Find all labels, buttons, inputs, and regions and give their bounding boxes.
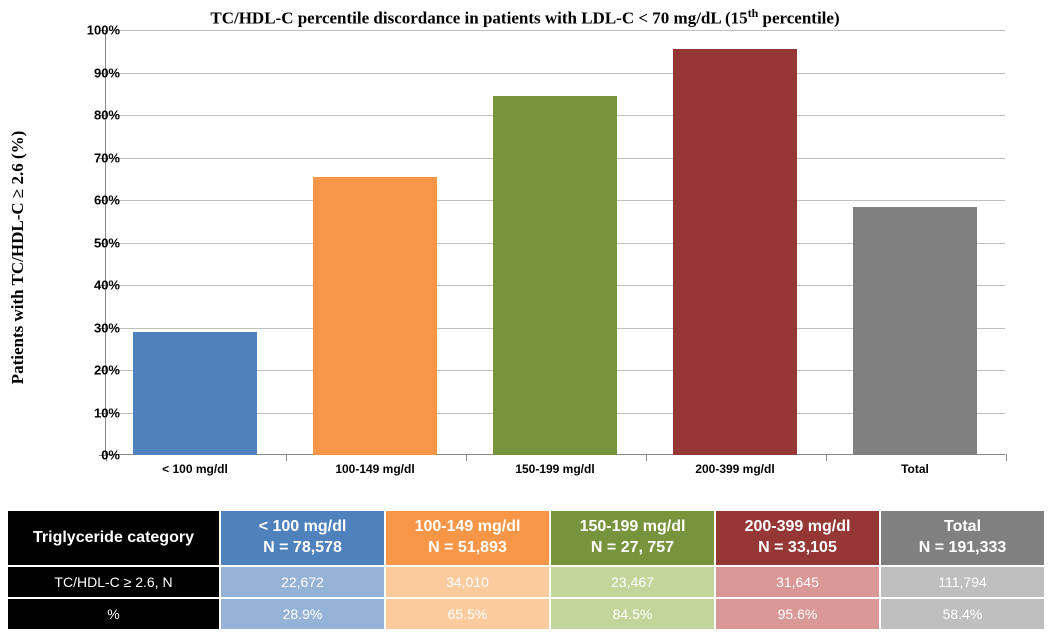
bar: [673, 49, 797, 455]
table-cell: 23,467: [550, 566, 715, 598]
table-row: TC/HDL-C ≥ 2.6, N22,67234,01023,46731,64…: [7, 566, 1045, 598]
data-table: Triglyceride category< 100 mg/dlN = 78,5…: [6, 509, 1046, 631]
y-tick-label: 0%: [80, 448, 120, 463]
table-cell: 65.5%: [385, 598, 550, 630]
y-tick-label: 50%: [80, 235, 120, 250]
x-axis-labels: < 100 mg/dl 100-149 mg/dl 150-199 mg/dl 200…: [105, 462, 1005, 480]
y-tick-label: 40%: [80, 278, 120, 293]
bars-layer: [105, 30, 1005, 455]
y-tick-label: 80%: [80, 108, 120, 123]
x-tick-mark: [286, 454, 287, 461]
table-cell: 95.6%: [715, 598, 880, 630]
x-tick-mark: [1006, 454, 1007, 461]
table-cell: 28.9%: [220, 598, 385, 630]
table-cell: 111,794: [880, 566, 1045, 598]
x-tick-mark: [826, 454, 827, 461]
table-row: %28.9%65.5%84.5%95.6%58.4%: [7, 598, 1045, 630]
y-tick-label: 100%: [80, 23, 120, 38]
row-header: TC/HDL-C ≥ 2.6, N: [7, 566, 220, 598]
y-axis-label: Patients with TC/HDL-C ≥ 2.6 (%): [8, 30, 28, 485]
column-header: TotalN = 191,333: [880, 510, 1045, 566]
column-header: 200-399 mg/dlN = 33,105: [715, 510, 880, 566]
x-tick-mark: [646, 454, 647, 461]
y-tick-label: 30%: [80, 320, 120, 335]
column-header: < 100 mg/dlN = 78,578: [220, 510, 385, 566]
table-cell: 58.4%: [880, 598, 1045, 630]
bar: [313, 177, 437, 455]
bar: [133, 332, 257, 455]
table-cell: 31,645: [715, 566, 880, 598]
table-cell: 84.5%: [550, 598, 715, 630]
x-tick-mark: [466, 454, 467, 461]
x-axis-label: Total: [901, 462, 929, 476]
column-header: 100-149 mg/dlN = 51,893: [385, 510, 550, 566]
y-tick-label: 20%: [80, 363, 120, 378]
chart-title: TC/HDL-C percentile discordance in patie…: [0, 6, 1050, 29]
bar: [493, 96, 617, 455]
page-root: TC/HDL-C percentile discordance in patie…: [0, 0, 1050, 635]
x-axis-label: 150-199 mg/dl: [515, 462, 594, 476]
y-tick-label: 60%: [80, 193, 120, 208]
y-tick-label: 10%: [80, 405, 120, 420]
table-body: Triglyceride category< 100 mg/dlN = 78,5…: [7, 510, 1045, 630]
table-cell: 22,672: [220, 566, 385, 598]
column-header: 150-199 mg/dlN = 27, 757: [550, 510, 715, 566]
row-header: %: [7, 598, 220, 630]
row-header: Triglyceride category: [7, 510, 220, 566]
x-axis-label: 200-399 mg/dl: [695, 462, 774, 476]
y-tick-label: 70%: [80, 150, 120, 165]
table-cell: 34,010: [385, 566, 550, 598]
y-tick-label: 90%: [80, 65, 120, 80]
bar: [853, 207, 977, 455]
chart-area: < 100 mg/dl 100-149 mg/dl 150-199 mg/dl 200…: [105, 30, 1025, 485]
x-axis-label: 100-149 mg/dl: [335, 462, 414, 476]
x-axis-label: < 100 mg/dl: [162, 462, 228, 476]
table-row: Triglyceride category< 100 mg/dlN = 78,5…: [7, 510, 1045, 566]
